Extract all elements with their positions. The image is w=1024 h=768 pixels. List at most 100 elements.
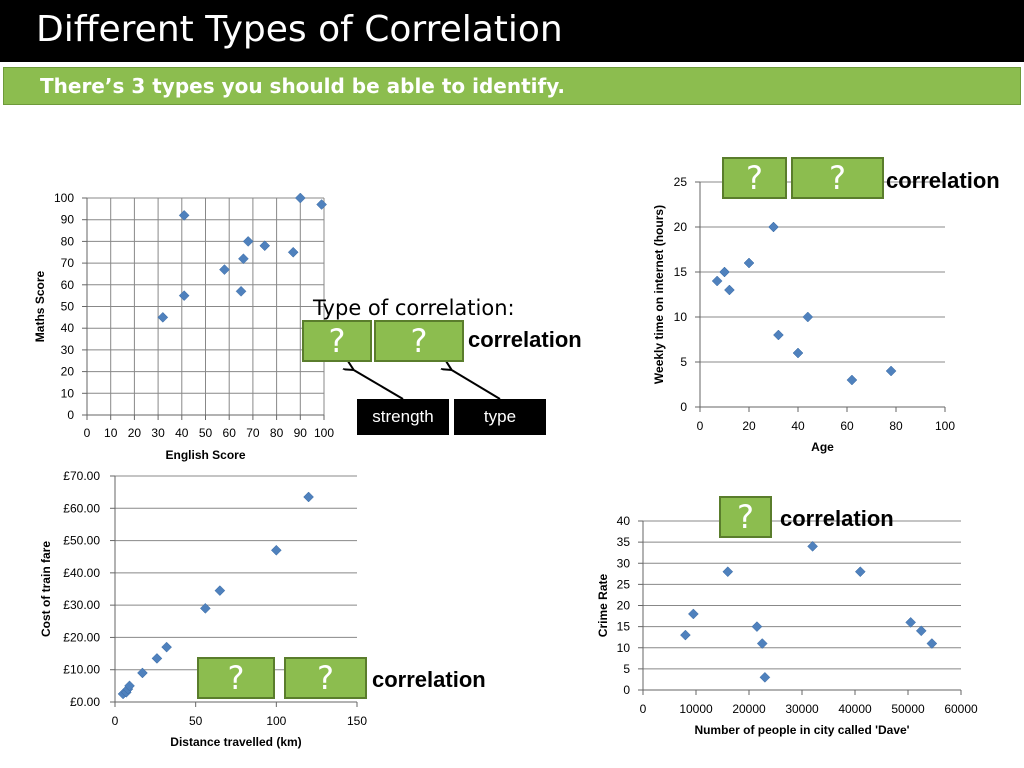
data-point [124,680,135,692]
strength-question-box: ? [302,320,372,362]
y-tick-label: 5 [623,662,630,676]
page-subtitle: There’s 3 types you should be able to id… [40,74,565,98]
x-tick-label: 50 [189,714,203,728]
x-tick-label: 90 [294,426,308,440]
y-tick-label: 0 [623,683,630,697]
x-axis-label: English Score [165,448,245,462]
correlation-label: correlation [886,168,1000,193]
data-point [178,290,190,302]
type-question-box: ? [284,657,367,699]
y-tick-label: £10.00 [63,663,100,677]
question-mark: ? [328,322,346,360]
y-tick-label: £40.00 [63,566,100,580]
data-point [756,638,768,649]
y-axis-label: Crime Rate [596,573,610,637]
x-tick-label: 30000 [785,702,819,716]
data-point [719,266,730,278]
y-tick-label: 80 [61,234,75,248]
x-tick-label: 60 [223,426,237,440]
y-tick-label: £70.00 [63,469,100,483]
title-bar: Different Types of Correlation [0,0,1024,62]
x-tick-label: 100 [935,419,955,433]
arrow-to-strength-box [352,369,404,400]
data-point [722,566,734,578]
x-tick-label: 100 [266,714,286,728]
y-axis-label: Maths Score [33,270,47,342]
y-tick-label: 10 [617,641,631,655]
y-tick-label: 15 [617,620,631,634]
data-point [885,365,897,377]
x-tick-label: 50 [199,426,213,440]
type-label-box: type [454,399,546,435]
y-tick-label: 10 [61,386,75,400]
x-tick-label: 20000 [732,702,766,716]
type-question-box: ? [719,496,772,538]
data-point [854,566,866,578]
correlation-label: correlation [468,327,582,352]
y-tick-label: £0.00 [70,695,100,709]
y-tick-label: 60 [61,278,75,292]
x-tick-label: 20 [128,426,142,440]
strength-question-box: ? [722,157,787,199]
y-tick-label: 15 [674,265,688,279]
y-tick-label: 0 [680,400,687,414]
data-point [235,285,247,297]
data-point [768,221,779,233]
question-mark: ? [227,659,245,697]
x-tick-label: 60 [840,419,854,433]
y-tick-label: £60.00 [63,501,100,515]
data-point [157,311,169,323]
y-tick-label: £50.00 [63,534,100,548]
y-tick-label: 30 [617,556,631,570]
y-tick-label: 40 [61,321,75,335]
x-tick-label: 40 [791,419,805,433]
y-tick-label: 20 [61,365,75,379]
data-point [219,264,230,275]
data-point [846,374,858,386]
x-tick-label: 100 [314,426,334,440]
x-tick-label: 30 [151,426,165,440]
x-tick-label: 40 [175,426,189,440]
data-point [242,236,254,247]
x-tick-label: 10000 [679,702,713,716]
data-point [680,629,691,641]
data-point [316,199,327,210]
x-tick-label: 60000 [944,702,978,716]
strength-label-box: strength [357,399,449,435]
data-point [905,617,917,628]
data-point [259,240,271,252]
y-tick-label: 20 [674,220,688,234]
data-point [151,653,163,664]
data-point [926,638,938,649]
question-mark: ? [317,659,334,697]
y-tick-label: 5 [680,355,687,369]
y-tick-label: 100 [54,191,74,205]
strength-question-box: ? [197,657,275,699]
data-point [270,544,282,556]
correlation-label: correlation [780,506,894,531]
x-tick-label: 150 [347,714,367,728]
scatter-chart-internet-age: 0 5 10 15 20 25 0 20 40 60 80 100 Age Weekly time on … [652,175,955,454]
y-tick-label: 90 [61,213,75,227]
question-mark: ? [746,159,763,197]
data-point [751,621,763,632]
data-point [915,625,927,637]
y-tick-label: 20 [617,599,631,613]
y-tick-label: 35 [617,535,631,549]
data-point [238,253,249,265]
data-point [178,210,190,221]
x-tick-label: 0 [640,702,647,716]
y-tick-label: 70 [61,256,75,270]
data-point [743,257,755,269]
data-point [792,347,804,359]
y-tick-label: 40 [617,514,631,528]
scatter-chart-maths-english: 0 10 20 30 40 50 60 70 80 90 100 0 10 20 30 40 50 60 70 80 9… [33,191,334,462]
x-tick-label: 0 [697,419,704,433]
data-point [214,585,226,596]
data-point [773,329,784,341]
y-tick-label: 50 [61,300,75,314]
x-axis-label: Number of people in city called 'Dave' [694,723,909,737]
data-point [199,603,211,614]
x-axis-label: Distance travelled (km) [170,735,301,749]
